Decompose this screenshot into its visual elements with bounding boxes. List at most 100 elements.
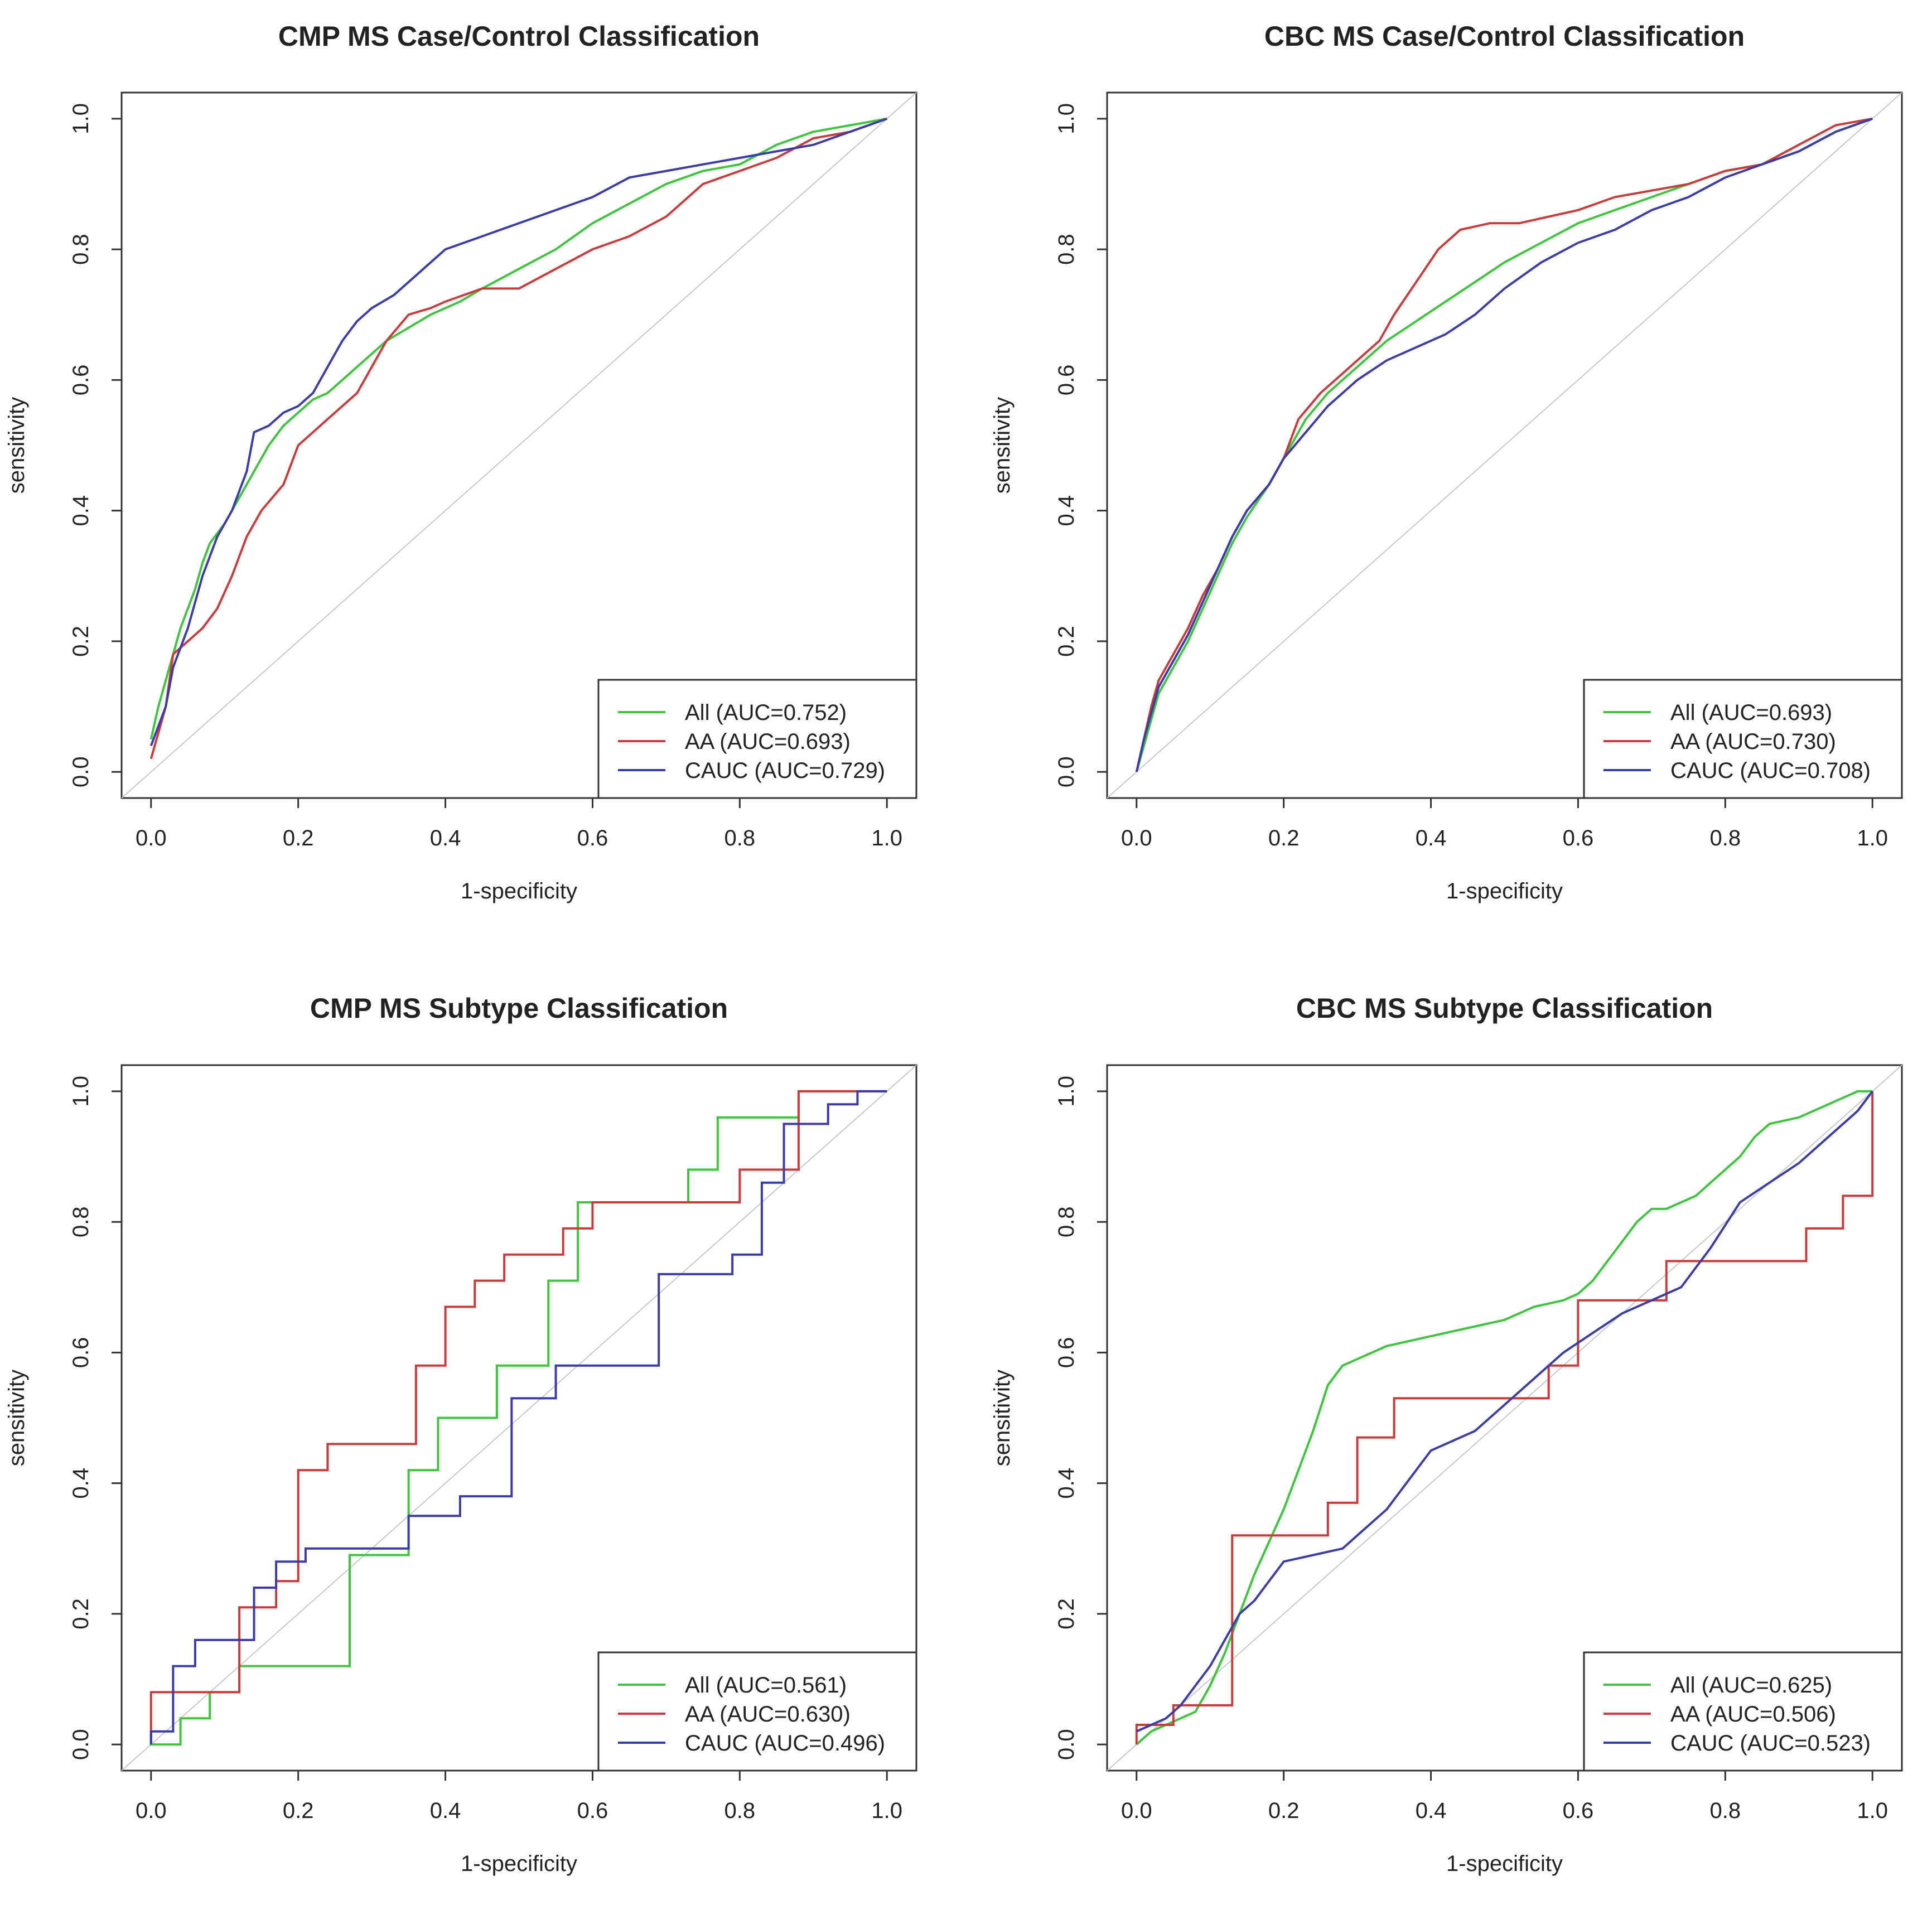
x-tick-label: 0.0	[1121, 1798, 1152, 1823]
y-tick-label: 0.4	[69, 1468, 93, 1499]
legend-label-aa: AA (AUC=0.630)	[685, 1702, 851, 1727]
chart-title: CBC MS Case/Control Classification	[1264, 21, 1745, 52]
y-tick-label: 0.6	[1054, 365, 1079, 396]
y-tick-label: 1.0	[69, 1076, 93, 1107]
y-tick-label: 0.8	[69, 1206, 93, 1237]
legend-label-aa: AA (AUC=0.730)	[1670, 729, 1836, 754]
x-axis-label: 1-specificity	[461, 1851, 577, 1876]
y-axis-label: sensitivity	[4, 397, 29, 494]
y-tick-label: 0.0	[69, 1729, 93, 1760]
x-tick-label: 0.8	[1710, 1798, 1741, 1823]
legend-label-cauc: CAUC (AUC=0.496)	[685, 1731, 885, 1756]
chart-title: CMP MS Case/Control Classification	[278, 21, 760, 52]
y-tick-label: 0.4	[69, 495, 93, 526]
roc-line-aa	[1135, 117, 1873, 772]
legend-box	[597, 1651, 917, 1772]
legend-label-aa: AA (AUC=0.693)	[685, 729, 851, 754]
x-tick-label: 0.4	[1416, 1798, 1447, 1823]
roc-line-aa	[1135, 1091, 1874, 1745]
x-tick-label: 0.0	[136, 826, 167, 850]
chart-panel-2: CBC MS Case/Control Classification 0.0 0.2…	[990, 21, 1903, 903]
y-axis-label: sensitivity	[990, 397, 1015, 494]
legend-box	[1583, 679, 1903, 799]
y-tick-label: 0.2	[1054, 1598, 1079, 1630]
x-tick-label: 0.6	[577, 826, 608, 850]
y-tick-label: 0.6	[69, 365, 93, 396]
x-tick-label: 0.8	[724, 826, 756, 850]
y-tick-label: 0.2	[1054, 626, 1079, 657]
legend-label-cauc: CAUC (AUC=0.523)	[1670, 1731, 1871, 1756]
plot-frame	[120, 91, 917, 799]
x-tick-label: 1.0	[1857, 826, 1888, 850]
legend-label-all: All (AUC=0.693)	[1670, 700, 1832, 725]
roc-line-cauc	[1135, 118, 1873, 772]
y-axis-label: sensitivity	[4, 1370, 29, 1466]
legend-label-cauc: CAUC (AUC=0.708)	[1670, 758, 1871, 783]
x-tick-label: 0.2	[1268, 826, 1300, 850]
legend-label-all: All (AUC=0.752)	[685, 700, 847, 725]
x-axis-label: 1-specificity	[1446, 1851, 1563, 1876]
x-tick-label: 0.2	[283, 826, 314, 850]
y-tick-label: 0.4	[1054, 1468, 1079, 1499]
x-axis-label: 1-specificity	[1446, 879, 1563, 903]
x-tick-label: 1.0	[1857, 1798, 1888, 1823]
plot-frame	[1106, 1064, 1903, 1772]
chart-panel-4: CBC MS Subtype Classification 0.0 0.2 0.4 0.…	[990, 993, 1903, 1876]
reference-diagonal-line	[121, 92, 917, 799]
roc-line-cauc	[1136, 1090, 1873, 1733]
y-tick-label: 0.6	[1054, 1337, 1079, 1369]
roc-line-cauc	[149, 118, 887, 747]
x-tick-label: 0.2	[283, 1798, 314, 1823]
plot-frame	[1106, 91, 1903, 799]
legend: All (AUC=0.625) AA (AUC=0.506) CAUC (AUC=0…	[1583, 1651, 1903, 1772]
chart-panel-1: CMP MS Case/Control Classification 0.0 0.2…	[4, 21, 917, 903]
x-tick-label: 0.2	[1268, 1798, 1300, 1823]
x-tick-label: 0.6	[577, 1798, 608, 1823]
legend-box	[1583, 1651, 1903, 1772]
roc-line-aa	[149, 118, 887, 760]
x-tick-label: 0.0	[136, 1798, 167, 1823]
legend-label-cauc: CAUC (AUC=0.729)	[685, 758, 885, 783]
chart-title: CBC MS Subtype Classification	[1296, 993, 1713, 1024]
y-tick-label: 0.0	[69, 756, 93, 787]
y-tick-label: 0.2	[69, 1598, 93, 1630]
x-tick-label: 0.6	[1563, 1798, 1594, 1823]
legend-label-all: All (AUC=0.561)	[685, 1673, 847, 1698]
x-tick-label: 0.0	[1121, 826, 1152, 850]
y-tick-label: 0.4	[1054, 495, 1079, 526]
y-axis-label: sensitivity	[990, 1370, 1015, 1466]
y-tick-label: 1.0	[1054, 1076, 1079, 1107]
legend: All (AUC=0.561) AA (AUC=0.630) CAUC (AUC=0…	[597, 1651, 917, 1772]
chart-title: CMP MS Subtype Classification	[310, 993, 728, 1024]
roc-line-all	[149, 1090, 887, 1746]
legend-label-all: All (AUC=0.625)	[1670, 1673, 1832, 1698]
reference-diagonal-line	[1107, 92, 1902, 799]
plot-frame	[120, 1064, 917, 1772]
legend-box	[597, 679, 917, 799]
x-axis-label: 1-specificity	[461, 879, 577, 903]
y-tick-label: 0.0	[1054, 756, 1079, 787]
legend: All (AUC=0.693) AA (AUC=0.730) CAUC (AUC=0…	[1583, 679, 1903, 799]
x-tick-label: 0.8	[724, 1798, 756, 1823]
roc-line-aa	[149, 1090, 887, 1745]
x-tick-label: 0.6	[1563, 826, 1594, 850]
y-tick-label: 0.8	[1054, 234, 1079, 265]
y-tick-label: 0.8	[1054, 1206, 1079, 1237]
x-tick-label: 0.8	[1710, 826, 1741, 850]
legend: All (AUC=0.752) AA (AUC=0.693) CAUC (AUC=0…	[597, 679, 917, 799]
y-tick-label: 0.0	[1054, 1729, 1079, 1760]
y-tick-label: 0.8	[69, 234, 93, 265]
x-tick-label: 1.0	[871, 1798, 902, 1823]
x-tick-label: 0.4	[430, 1798, 461, 1823]
roc-line-cauc	[149, 1090, 887, 1745]
x-tick-label: 0.4	[1416, 826, 1447, 850]
y-tick-label: 1.0	[1054, 103, 1079, 134]
x-tick-label: 0.4	[430, 826, 461, 850]
chart-panel-3: CMP MS Subtype Classification 0.0 0.2 0.4 0.…	[4, 993, 917, 1876]
legend-label-aa: AA (AUC=0.506)	[1670, 1702, 1836, 1727]
x-tick-label: 1.0	[871, 826, 902, 850]
y-tick-label: 0.6	[69, 1337, 93, 1369]
y-tick-label: 1.0	[69, 103, 93, 134]
